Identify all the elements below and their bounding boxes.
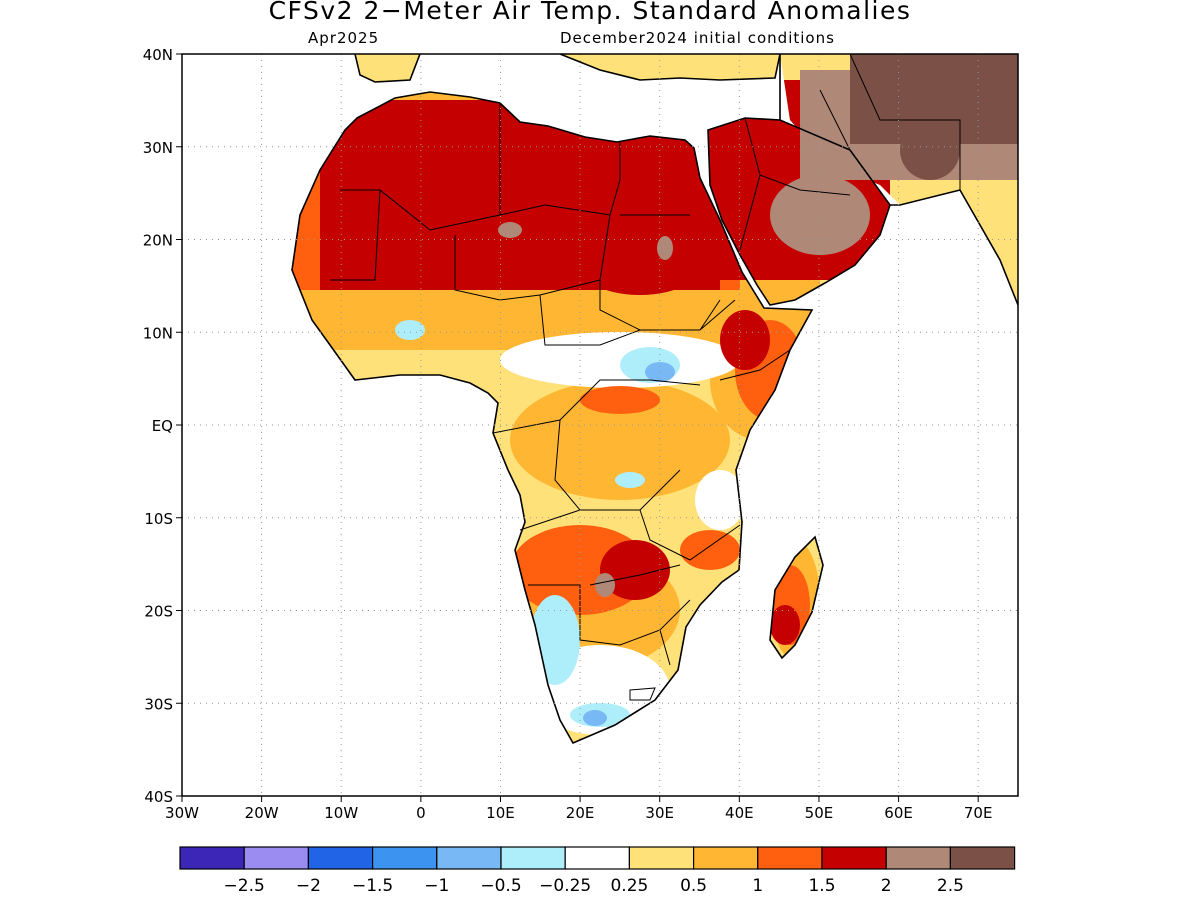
anomaly-patch [657,236,673,260]
lon-tick-label: 70E [964,804,993,822]
colorbar-swatch [179,846,245,870]
colorbar-swatch [821,846,887,870]
anomaly-patch [510,380,730,500]
colorbar-swatch [564,846,631,870]
colorbar-label: −1 [424,876,449,896]
anomaly-patch [900,120,960,180]
colorbar-label: −0.5 [480,876,521,896]
colorbar-swatch [949,846,1016,870]
lat-tick-label: 20N [143,232,173,250]
anomaly-patch [570,215,710,295]
colorbar-label: 0.5 [680,876,707,896]
colorbar-swatch [757,846,823,870]
colorbar-label: 2.5 [937,876,964,896]
anomaly-patch [770,605,800,645]
colorbar-swatch [500,846,566,870]
colorbar: −2.5 −2 −1.5 −1 −0.5 −0.25 0.25 0.5 1 1.5 2 2.5 [179,846,1016,896]
anomaly-patch [498,222,522,238]
lon-tick-label: 40E [725,804,754,822]
lat-tick-label: 10N [143,324,173,342]
longitude-labels: 30W 20W 10W 0 10E 20E 30E 40E 50E 60E 70E [165,796,992,822]
lon-tick-label: 10E [486,804,515,822]
country-borders [330,54,961,701]
anomaly-patch [595,573,615,597]
lat-tick-label: 40N [143,46,173,64]
anomaly-patch [770,175,870,255]
lat-tick-label: 30N [143,139,173,157]
anomaly-patch [695,470,745,530]
colorbar-label: −2.5 [224,876,265,896]
anomaly-patch [600,540,670,600]
anomaly-patch [680,530,740,570]
anomaly-patch [615,472,645,488]
colorbar-swatch [243,846,309,870]
initial-conditions: December2024 initial conditions [560,29,835,47]
colorbar-label: −1.5 [352,876,393,896]
colorbar-label: −0.25 [539,876,591,896]
colorbar-swatch [628,846,695,870]
colorbar-swatch [436,846,502,870]
lat-tick-label: 20S [144,603,173,621]
lat-tick-label: 30S [144,695,173,713]
lon-tick-label: 50E [805,804,834,822]
lat-tick-label: 40S [144,788,173,806]
map-title: CFSv2 2−Meter Air Temp. Standard Anomali… [268,0,912,25]
anomaly-patch [583,710,607,726]
anomaly-patch [500,332,740,388]
lat-tick-label: EQ [152,417,173,435]
colorbar-swatch [307,846,374,870]
colorbar-label: 1.5 [808,876,835,896]
anomaly-patch [580,386,660,414]
lon-tick-label: 0 [416,804,426,822]
lon-tick-label: 60E [884,804,913,822]
colorbar-label: −2 [296,876,321,896]
colorbar-swatch [885,846,952,870]
colorbar-swatch [372,846,438,870]
colorbar-label: 2 [881,876,892,896]
lon-tick-label: 20W [245,804,279,822]
coastlines [291,54,1018,745]
lon-tick-label: 30W [165,804,199,822]
lon-tick-label: 30E [645,804,674,822]
colorbar-label: 0.25 [610,876,648,896]
anomaly-patch [395,320,425,340]
colorbar-swatch [692,846,759,870]
colorbar-label: 1 [752,876,763,896]
lat-tick-label: 10S [144,510,173,528]
latitude-labels: 40N 30N 20N 10N EQ 10S 20S 30S 40S [143,46,182,806]
anomaly-field [292,54,1018,743]
lon-tick-label: 10W [324,804,358,822]
lon-tick-label: 20E [566,804,595,822]
forecast-month: Apr2025 [308,29,380,47]
anomaly-patch [720,310,770,370]
graticule [182,54,1018,796]
